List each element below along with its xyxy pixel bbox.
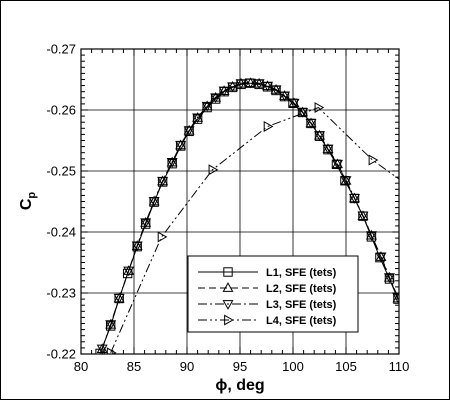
- legend: L1, SFE (tets) L2, SFE (tets) L3, SFE (tet…: [187, 255, 359, 333]
- y-tick-label: -0.24: [46, 225, 76, 240]
- legend-box: [187, 255, 359, 333]
- series-3-point: [383, 273, 395, 283]
- legend-label: L4, SFE (tets): [266, 315, 337, 327]
- x-tick-label: 100: [282, 359, 304, 374]
- series-3-point: [218, 86, 230, 97]
- series-1-point: [167, 158, 177, 169]
- series-3-point: [123, 266, 135, 277]
- series-3-point: [192, 113, 204, 124]
- series-3-line: [101, 82, 399, 349]
- legend-label: L3, SFE (tets): [266, 299, 337, 311]
- series-3-point: [279, 91, 290, 102]
- series-3-point: [270, 85, 282, 96]
- series-1-point: [202, 102, 212, 113]
- series-4-point: [368, 154, 379, 166]
- series-3-point: [166, 157, 178, 168]
- series-1-point: [105, 321, 116, 331]
- series-1-point: [366, 232, 377, 242]
- x-tick-label: 85: [127, 359, 141, 374]
- series-3-point: [314, 131, 325, 141]
- series-4: [106, 102, 425, 354]
- series-4-point: [106, 347, 117, 354]
- series-3-point: [210, 93, 222, 104]
- plot-border: [80, 48, 400, 355]
- series-4-point: [263, 120, 274, 132]
- series-3-point: [235, 79, 247, 90]
- series-1-point: [192, 114, 203, 124]
- series-3-point: [245, 78, 257, 89]
- y-axis-title: Cp: [18, 192, 38, 211]
- series-3-point: [288, 98, 300, 109]
- series-3-point: [253, 79, 265, 90]
- series-3-point: [140, 218, 152, 229]
- series-3-point: [96, 344, 108, 354]
- series-3-point: [201, 101, 213, 112]
- y-tick-label: -0.22: [46, 347, 76, 362]
- legend-marker: [222, 282, 234, 292]
- series-1-point: [384, 274, 395, 284]
- x-tick-label: 80: [74, 359, 88, 374]
- series-3-point: [183, 126, 195, 136]
- series-3: [96, 78, 399, 354]
- series-4-point: [157, 231, 168, 243]
- legend-marker: [224, 314, 234, 326]
- y-tick-label: -0.27: [46, 42, 76, 57]
- x-tick-label: 95: [233, 359, 247, 374]
- x-axis-title: ϕ, deg: [215, 377, 264, 394]
- series-3-point: [175, 140, 187, 151]
- series-3-point: [105, 320, 117, 330]
- series-3-point: [349, 193, 360, 204]
- series-3-point: [305, 118, 317, 129]
- series-group: [95, 77, 425, 354]
- series-3-point: [322, 144, 334, 155]
- series-3-point: [392, 293, 399, 304]
- series-3-point: [148, 197, 160, 207]
- legend-label: L1, SFE (tets): [266, 267, 337, 279]
- y-axis-title-subscript: p: [26, 192, 38, 199]
- series-3-point: [131, 241, 143, 252]
- series-3-point: [332, 159, 343, 170]
- y-tick-label: -0.25: [46, 164, 76, 179]
- x-tick-label: 110: [389, 359, 410, 374]
- series-1-point: [210, 94, 221, 104]
- y-tick-label: -0.26: [46, 103, 76, 118]
- legend-label: L2, SFE (tets): [266, 283, 337, 295]
- series-4-point: [208, 164, 219, 176]
- series-3-point: [340, 176, 352, 186]
- x-tick-label: 90: [180, 359, 194, 374]
- series-4-point: [314, 102, 325, 114]
- series-1-point: [140, 219, 151, 229]
- series-3-point: [375, 252, 387, 263]
- series-4-point: [417, 190, 425, 199]
- legend-marker: [223, 267, 233, 277]
- series-3-point: [365, 231, 377, 241]
- y-tick-label: -0.23: [46, 286, 76, 301]
- series-3-point: [227, 82, 239, 93]
- series-3-point: [262, 81, 274, 92]
- series-1-point: [122, 268, 133, 279]
- legend-marker: [222, 300, 234, 310]
- series-3-point: [357, 211, 369, 222]
- series-3-point: [113, 294, 125, 304]
- series-3-point: [157, 176, 169, 187]
- x-tick-label: 105: [335, 359, 357, 374]
- series-1-point: [393, 294, 399, 304]
